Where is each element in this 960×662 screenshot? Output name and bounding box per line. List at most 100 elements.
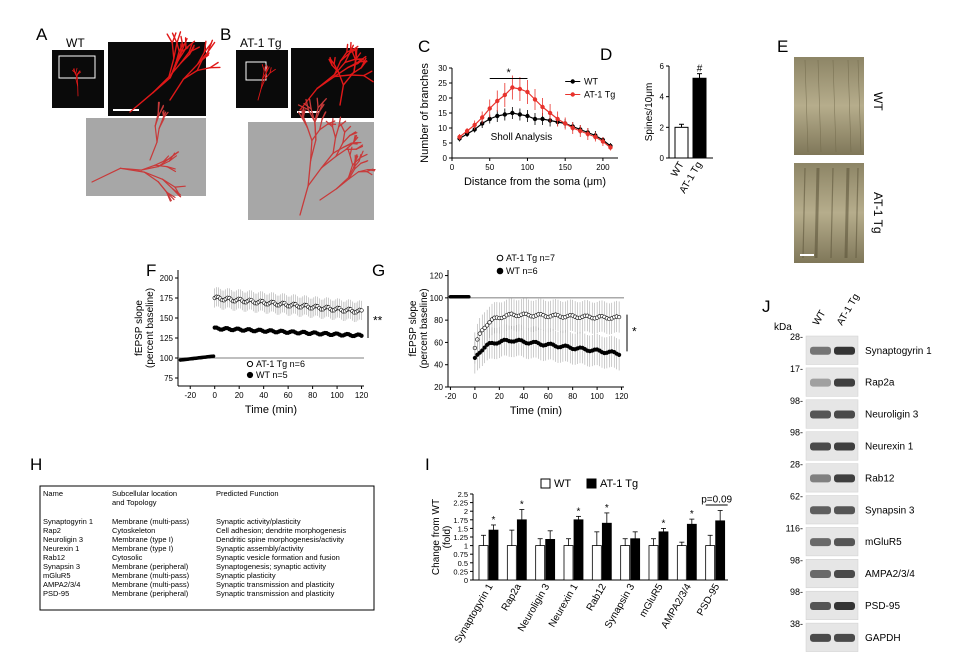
wt-tissue-image bbox=[794, 57, 864, 155]
blot-lane-label: WT bbox=[811, 309, 828, 328]
dendrite-segment bbox=[140, 164, 156, 171]
dendrite-segment bbox=[206, 41, 216, 53]
table-header: Predicted Function bbox=[216, 489, 279, 498]
ltp-g-legend-marker bbox=[496, 254, 504, 262]
blot-protein-label: PSD-95 bbox=[865, 601, 900, 612]
fold-bar bbox=[686, 523, 697, 581]
table-cell: Cytoskeleton bbox=[112, 526, 155, 535]
dendrite-segment bbox=[185, 40, 196, 49]
fold-bar bbox=[573, 519, 584, 581]
fold-bar bbox=[715, 520, 726, 581]
fold-y-tick-label: 0.5 bbox=[458, 559, 468, 568]
blot-band bbox=[834, 346, 855, 355]
dendrite-segment bbox=[265, 65, 269, 73]
dendrite-segment bbox=[335, 148, 347, 158]
sholl-point bbox=[532, 97, 538, 102]
dendrite-segment bbox=[119, 167, 143, 171]
wt-scale-bar bbox=[113, 109, 139, 111]
table-cell: Synaptic plasticity bbox=[216, 571, 276, 580]
dendrite-segment bbox=[305, 98, 310, 111]
blot-band bbox=[834, 506, 855, 515]
fold-category-label: Synaptogyrin 1 bbox=[453, 582, 496, 646]
dendrite-segment bbox=[346, 43, 349, 53]
wt-neuron-traces bbox=[72, 31, 221, 202]
panel-letter-j: J bbox=[762, 297, 771, 316]
dendrite-segment bbox=[257, 87, 262, 101]
table-cell: mGluR5 bbox=[43, 571, 71, 580]
panel-letter-h: H bbox=[30, 455, 42, 474]
dendrite-segment bbox=[354, 162, 362, 170]
spine-bar bbox=[692, 77, 707, 159]
blot-band bbox=[810, 601, 831, 610]
fold-category-label: Neurexin 1 bbox=[547, 582, 581, 630]
dendrite-segment bbox=[333, 61, 346, 76]
panel-a: WT bbox=[52, 31, 221, 202]
dendrite-segment bbox=[169, 78, 185, 101]
dendrite-segment bbox=[163, 157, 172, 162]
fold-legend-label: AT-1 Tg bbox=[600, 478, 638, 490]
dendrite-segment bbox=[172, 188, 181, 197]
wt-zoom-image bbox=[108, 42, 206, 116]
blot-band bbox=[810, 346, 831, 355]
dendrite-segment bbox=[311, 129, 321, 142]
dendrite-segment bbox=[340, 123, 346, 133]
dendrite-segment bbox=[353, 57, 357, 73]
dendrite-segment bbox=[337, 71, 345, 86]
table-header: Subcellular location bbox=[112, 489, 177, 498]
sholl-point bbox=[502, 92, 508, 98]
table-cell: Cell adhesion; dendrite morphogenesis bbox=[216, 526, 346, 535]
dendrite-segment bbox=[154, 160, 165, 166]
dendrite-segment bbox=[319, 188, 338, 201]
panel-letter-b: B bbox=[220, 25, 231, 44]
dendrite-segment bbox=[173, 42, 178, 60]
dendrite-segment bbox=[359, 153, 368, 159]
panel-letter-i: I bbox=[425, 455, 430, 474]
fold-y-tick-label: 1 bbox=[464, 542, 468, 551]
dendrite-segment bbox=[166, 166, 177, 173]
dendrite-segment bbox=[321, 111, 327, 120]
spine-sig: # bbox=[697, 63, 703, 74]
dendrite-segment bbox=[180, 35, 184, 49]
ltp-g-point bbox=[485, 323, 490, 328]
dendrite-segment bbox=[180, 53, 191, 64]
panel-letter-d: D bbox=[600, 45, 612, 64]
ltp-g-x-label: Time (min) bbox=[510, 405, 562, 417]
ltp-f-legend-label: AT-1 Tg n=6 bbox=[256, 359, 305, 369]
sholl-point bbox=[517, 112, 523, 117]
fold-bar bbox=[516, 519, 527, 581]
tg-neuron-traces bbox=[257, 41, 376, 216]
ltp-f-x-tick-label: 0 bbox=[212, 391, 217, 400]
dendrite-segment bbox=[176, 31, 182, 44]
sholl-point bbox=[479, 115, 485, 120]
table-header: and Topology bbox=[112, 498, 157, 507]
fold-y-tick-label: 1.5 bbox=[458, 524, 468, 533]
blot-protein-label: AMPA2/3/4 bbox=[865, 569, 915, 580]
sholl-point bbox=[547, 110, 553, 116]
dendrite-segment bbox=[203, 40, 207, 53]
panel-e: WT AT-1 Tg bbox=[794, 57, 885, 263]
table-cell: Rab12 bbox=[43, 553, 65, 562]
ltp-g-y-tick-label: 100 bbox=[430, 294, 444, 303]
ltp-g-point bbox=[617, 314, 622, 320]
fold-sig: * bbox=[520, 499, 524, 510]
sholl-point bbox=[487, 116, 492, 122]
dendrite-segment bbox=[269, 67, 272, 74]
dendrite-segment bbox=[188, 44, 195, 56]
panel-b: AT-1 Tg bbox=[236, 36, 376, 220]
fold-category-label: PSD-95 bbox=[695, 582, 722, 618]
table-cell: Synaptic transmission and plasticity bbox=[216, 580, 335, 589]
blot-marker: 28- bbox=[790, 332, 803, 342]
sholl-point bbox=[457, 134, 462, 140]
ltp-f-y-tick-label: 200 bbox=[160, 274, 174, 283]
ltp-f-x-tick-label: 120 bbox=[355, 391, 369, 400]
table-cell: Synaptic vesicle formation and fusion bbox=[216, 553, 340, 562]
table-cell: Synaptic transmission and plasticity bbox=[216, 589, 335, 598]
sholl-point bbox=[578, 128, 583, 134]
blot-marker: 38- bbox=[790, 619, 803, 629]
ltp-g-point bbox=[617, 352, 622, 357]
sholl-annotation: Sholl Analysis bbox=[491, 132, 553, 143]
dendrite-segment bbox=[348, 171, 360, 180]
dendrite-segment bbox=[168, 155, 177, 162]
dendrite-segment bbox=[355, 145, 364, 150]
